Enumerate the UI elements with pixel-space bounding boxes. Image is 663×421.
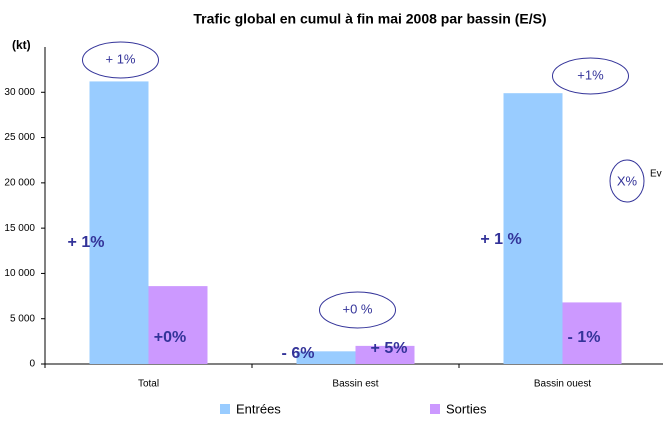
legend-label: Entrées [236, 401, 281, 416]
y-axis-label: (kt) [12, 38, 31, 52]
key-symbol: X% [617, 173, 638, 188]
bar [503, 93, 563, 364]
bar-annotation: + 1% [68, 234, 105, 251]
legend-swatch [430, 404, 440, 414]
bar [562, 302, 622, 364]
bar [296, 351, 356, 364]
bar-annotation: + 5% [371, 340, 408, 357]
annotation-text: + 1% [106, 51, 136, 66]
legend-swatch [220, 404, 230, 414]
bar-annotation: - 6% [282, 345, 315, 362]
x-tick-label: Bassin ouest [534, 379, 591, 390]
bar-annotation: - 1% [568, 329, 601, 346]
legend-label: Sorties [446, 401, 487, 416]
annotation-text: +1% [577, 67, 604, 82]
bar-annotation: +0% [154, 329, 186, 346]
bar [148, 286, 208, 364]
x-tick-label: Bassin est [332, 379, 378, 390]
x-tick-label: Total [138, 379, 159, 390]
bar [355, 345, 415, 364]
bar-annotation: + 1 % [480, 231, 521, 248]
bar [89, 81, 149, 364]
annotation-text: +0 % [343, 301, 373, 316]
y-tick-label: 5 000 [10, 313, 35, 324]
y-tick-label: 20 000 [4, 177, 35, 188]
key-circle [609, 159, 645, 203]
annotation-ellipse [82, 41, 159, 79]
chart-title: Trafic global en cumul à fin mai 2008 pa… [193, 11, 546, 27]
y-tick-label: 0 [29, 359, 35, 370]
annotation-ellipse [319, 291, 396, 329]
y-tick-label: 10 000 [4, 268, 35, 279]
annotation-ellipse [552, 57, 629, 95]
y-tick-label: 30 000 [4, 87, 35, 98]
y-tick-label: 15 000 [4, 223, 35, 234]
key-text: Ev [650, 169, 662, 180]
y-tick-label: 25 000 [4, 132, 35, 143]
